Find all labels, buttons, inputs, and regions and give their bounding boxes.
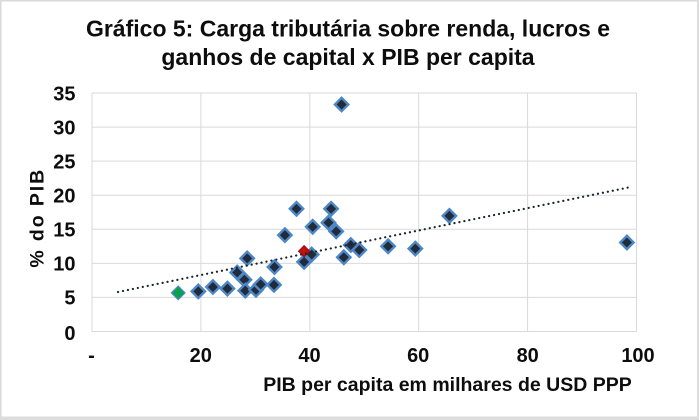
svg-text:40: 40 (298, 345, 320, 367)
svg-text:5: 5 (64, 288, 75, 310)
svg-text:0: 0 (64, 323, 75, 345)
svg-text:ganhos de capital x PIB per ca: ganhos de capital x PIB per capita (161, 44, 534, 70)
svg-text:-: - (88, 345, 95, 367)
svg-text:30: 30 (53, 117, 75, 139)
svg-text:% do PIB: % do PIB (27, 168, 49, 268)
svg-text:15: 15 (53, 220, 75, 242)
svg-text:Gráfico 5: Carga tributária so: Gráfico 5: Carga tributária sobre renda,… (86, 16, 610, 42)
svg-text:60: 60 (407, 345, 429, 367)
svg-text:20: 20 (190, 345, 212, 367)
svg-text:20: 20 (53, 186, 75, 208)
svg-text:100: 100 (621, 345, 654, 367)
svg-text:80: 80 (517, 345, 539, 367)
svg-text:10: 10 (53, 254, 75, 276)
svg-text:25: 25 (53, 151, 75, 173)
svg-text:PIB per capita em milhares de: PIB per capita em milhares de USD PPP (263, 374, 631, 396)
svg-text:35: 35 (53, 83, 75, 105)
